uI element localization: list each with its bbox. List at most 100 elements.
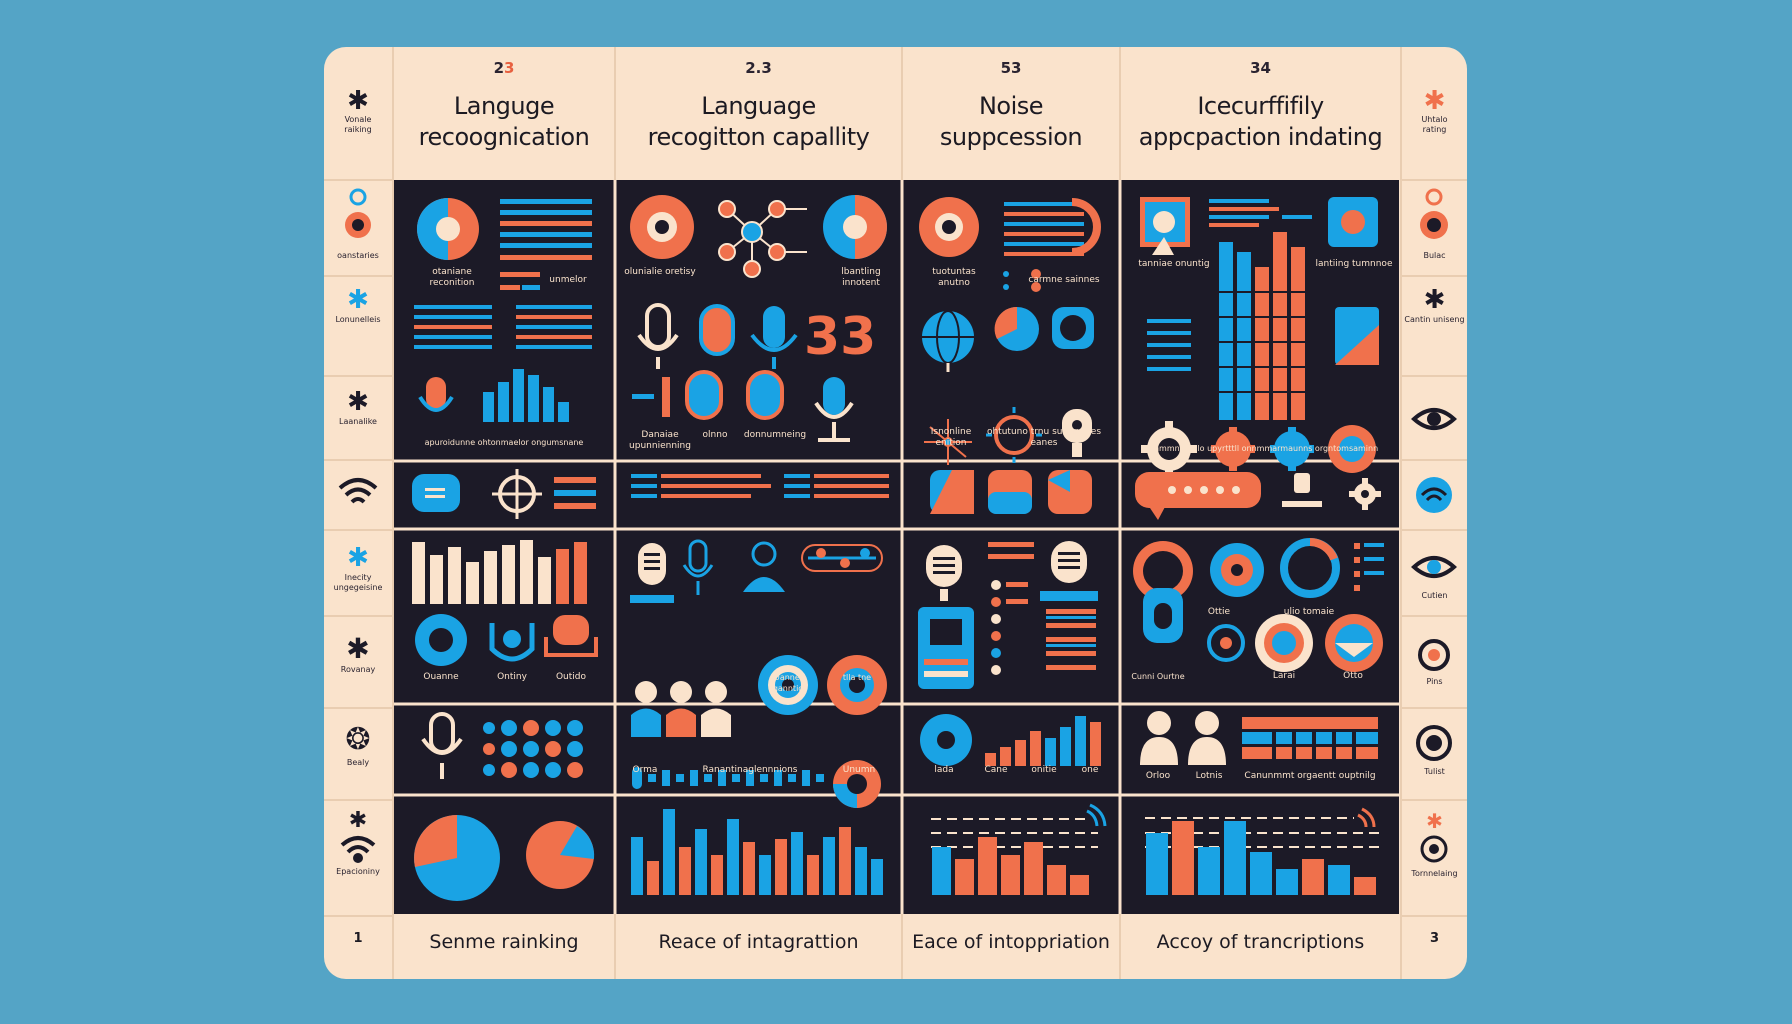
panel-caption: Danaiae upunnienning [629,430,691,451]
panel-caption: Canunmmt orgaentt ouptnilg [1244,771,1376,781]
column-divider [392,47,394,979]
panel-caption: Ouanne [423,672,459,682]
wifi-icon [1357,807,1376,828]
chat-bubble-icon [1135,472,1261,520]
donut-icon [1255,614,1313,672]
column-title: Language recogitton capallity [647,92,870,151]
panel-caption: Lotnis [1195,771,1223,781]
microphone-icon [421,712,463,779]
microphone-icon [699,304,735,356]
panel-caption: donnumneing [743,430,807,440]
target-icon [1416,725,1452,761]
panel-caption: olnno [702,430,728,440]
target-icon [1420,835,1448,863]
microphone-icon [926,545,962,601]
column-footer: Accoy of trancriptions [1156,931,1365,953]
pie-chart-icon [414,815,500,901]
gear-icon: ✱ [347,387,369,417]
panel-caption: Otto [1343,671,1363,681]
sun-icon [986,407,1042,463]
target-icon [1420,188,1448,239]
gear-icon: ✱ [347,285,369,315]
gear-icon: ✱ [346,632,370,665]
gear-icon: ✱ [1423,86,1446,116]
microphone-icon [630,543,674,603]
left-side-item: oanstaries [324,187,392,261]
panel-caption: Ottie [1207,607,1231,617]
panel-caption: unmelor [549,275,587,285]
gear-icon [1141,421,1197,477]
slider-icon [801,544,883,572]
left-side-item: ✱ Lonunelleis [324,285,392,325]
network-icon [718,200,807,278]
column-footer: Reace of intagrattion [658,931,859,953]
microphone-icon [814,377,854,442]
eye-icon [1411,556,1457,578]
gear-icon: ✱ [1426,809,1443,833]
donut-icon [1210,543,1264,597]
panel-caption: tlla tne [842,673,872,682]
target-icon [1418,639,1450,671]
column-number: 23 [493,59,515,77]
donut-icon [1280,538,1340,598]
network-icon [924,419,972,465]
panel-caption: unnmmntinnilo upyrtttll onnmmarmaunns or… [1143,444,1379,453]
column-number: 2.3 [745,59,772,77]
chat-bubble-icon [1140,197,1190,255]
panel-caption: Cane [984,765,1008,775]
microphone-icon [637,303,679,369]
user-icon [1282,473,1322,507]
pie-chart-icon [988,470,1032,514]
panel-caption: lada [934,765,954,775]
eye-icon [1411,408,1457,430]
microphone-icon [750,306,798,369]
right-side-item: Bulac [1402,187,1467,261]
panel-caption: Orma [632,765,658,775]
left-side-item: ❂ Bealy [324,722,392,768]
left-side-item: ✱ Rovanay [324,633,392,675]
panel-caption: Ontiny [497,672,527,682]
wifi-icon [340,836,376,863]
right-footer-number: 3 [1429,931,1440,946]
users-icon [631,681,731,737]
wifi-icon [338,478,378,504]
panel-caption: lantiing tumnnoe [1315,259,1393,269]
pie-chart-icon [833,760,881,808]
panel-caption: Orloo [1145,771,1171,781]
left-side-item [324,472,392,516]
eye-icon [415,614,467,666]
shield-icon [489,623,535,662]
big-number: 33 [804,307,876,367]
gear-icon [1270,427,1314,471]
wifi-icon [1086,803,1107,827]
panel-caption: ulio tomaie [1283,607,1335,617]
right-side-item: ✱ Cantin uniseng [1402,285,1467,325]
pie-chart-icon [994,306,1039,351]
microphone-icon [1062,409,1092,457]
panel-caption: Unumn [842,765,876,775]
right-side-header: ✱ Uhtalo rating [1402,87,1467,135]
right-side-item: Cutien [1402,547,1467,601]
column-title: Noise suppcession [939,92,1083,151]
panel-caption: olunialie oretisy [624,267,696,277]
left-side-item: ✱ Laanalike [324,387,392,427]
right-side-item: ✱ Tornnelaing [1402,809,1467,879]
target-icon [919,197,979,257]
target-icon [630,195,694,259]
table-icon [1242,717,1378,759]
target-icon [492,469,542,519]
panel-caption: tuotuntas anutno [932,267,976,288]
panel-caption: lbantling innotent [841,267,881,288]
panel-caption: Larai [1272,671,1296,681]
gear-icon [1328,197,1378,247]
target-icon [758,655,818,715]
panel-caption: Isnonline enition [930,427,972,448]
donut-icon [417,198,479,260]
microphone-icon [418,377,454,412]
pie-chart-icon [1048,470,1092,514]
right-side-item [1402,399,1467,443]
panel-caption: onitie [1031,765,1057,775]
gear-icon: ✱ [1423,285,1446,315]
left-side-item: ✱ Epacioniny [324,809,392,877]
users-icon [1140,711,1226,765]
